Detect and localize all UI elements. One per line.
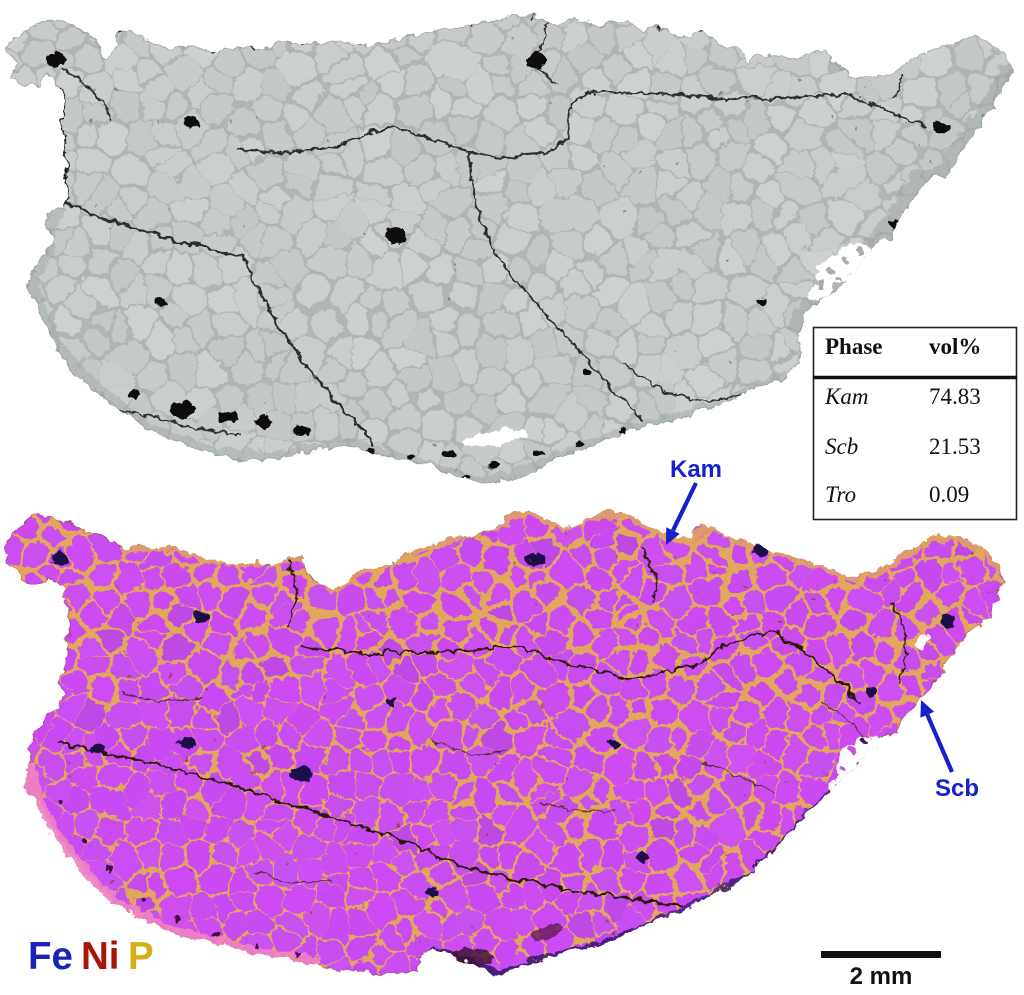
svg-text:0.09: 0.09 bbox=[929, 482, 969, 507]
svg-text:Fe: Fe bbox=[28, 935, 73, 978]
svg-text:74.83: 74.83 bbox=[929, 384, 981, 409]
svg-text:vol%: vol% bbox=[929, 334, 981, 359]
svg-text:Kam: Kam bbox=[824, 384, 868, 409]
svg-text:Phase: Phase bbox=[825, 334, 883, 359]
svg-text:Scb: Scb bbox=[825, 434, 858, 459]
svg-text:Scb: Scb bbox=[935, 775, 979, 802]
svg-text:2 mm: 2 mm bbox=[850, 963, 913, 990]
svg-text:Kam: Kam bbox=[670, 456, 722, 483]
svg-text:Tro: Tro bbox=[825, 482, 856, 507]
svg-text:Ni: Ni bbox=[81, 935, 120, 978]
svg-text:P: P bbox=[128, 935, 154, 978]
svg-text:21.53: 21.53 bbox=[929, 434, 981, 459]
